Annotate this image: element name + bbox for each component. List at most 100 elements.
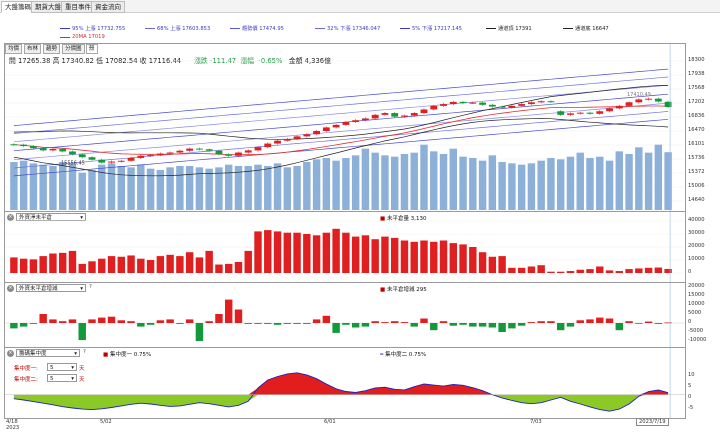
axis-tick-label: 15736 [688,155,705,161]
legend-channel-bottom: 通道底 16647 [575,26,609,32]
regression-band-line [13,118,669,177]
oi-change-bar [215,314,223,323]
oi-change-bar [88,319,96,323]
tab-shell[interactable]: 殼 [86,44,98,54]
axis-tick-label: 0 [688,269,692,275]
tab-key-events[interactable]: 重目事件 [61,1,95,13]
candle-body [49,148,57,151]
cursor-date: 2023/7/19 [636,418,669,426]
open-interest-bar [19,258,28,273]
param1-select[interactable]: 5 ▾ [47,363,77,371]
regression-band-line [13,76,669,134]
open-interest-select[interactable]: 外資淨未平倉 ▾ [16,213,86,221]
open-interest-bar [166,254,174,273]
close-icon[interactable]: × [7,350,14,357]
oi-change-bar [439,321,448,323]
volume-bar [644,152,653,210]
oi-change-bar [49,319,57,323]
volume-bar [351,155,360,210]
volume-bar [547,158,555,210]
volume-bar [98,164,106,210]
oi-change-bar [273,323,282,325]
oi-change-select[interactable]: 外資未平倉增減 ▾ [16,284,86,292]
candle-body [557,111,565,115]
volume-bar [605,160,614,210]
volume-bar [205,168,213,210]
open-interest-bar [312,235,321,273]
open-interest-bar [390,237,399,273]
axis-tick-label: 15000 [688,292,705,298]
volume-bar [78,172,86,210]
open-interest-bar [508,267,516,273]
help-icon[interactable]: ? [83,349,86,355]
oi-change-bar [478,323,487,327]
legend-32-lower: 32% 下漲 17346.047 [327,26,381,32]
concentration2-line [13,372,669,412]
candle-body [303,134,311,137]
tab-bollinger[interactable]: 布林 [24,44,42,54]
tab-trend[interactable]: 趨勢 [43,44,61,54]
volume-bar [586,158,594,210]
candle-body [567,113,574,115]
help-icon[interactable]: ? [89,284,92,290]
oi-change-select-value: 外資未平倉增減 [19,286,58,292]
oi-change-bar [293,323,301,324]
candle-body [459,101,467,103]
open-interest-bar [351,236,360,273]
open-interest-bar [449,243,458,273]
open-interest-bar [596,266,604,273]
axis-tick-label: 17938 [688,71,705,77]
candle-body [488,104,496,107]
candle-body [645,98,653,100]
close-icon[interactable]: × [7,214,14,221]
concentration-select[interactable]: 籌碼集中度 ▾ [16,349,80,357]
open-interest-bar [127,255,135,273]
param2-label: 集中度二: [14,377,38,383]
open-interest-bar [117,256,126,273]
close-icon[interactable]: × [7,285,14,292]
oi-change-chart[interactable] [5,283,685,347]
axis-tick-label: 16836 [688,113,705,119]
legend-5-lower: 5% 下漲 17217.145 [412,26,462,32]
legend-line-channel-bottom [563,28,573,29]
volume-bar [283,167,292,210]
tab-money-flow[interactable]: 資金流向 [91,1,125,13]
tab-price-distribution[interactable]: 分價圖 [62,44,85,54]
candle-body [508,105,516,108]
volume-bar [459,156,467,210]
volume-bar [303,162,311,210]
open-interest-axis: 40000 30000 20000 10000 0 [685,211,720,281]
regression-band-line [13,93,669,152]
oi-change-bar [498,323,506,332]
volume-bar [469,158,477,210]
concentration-panel: × 籌碼集中度 ▾ ? 集中度一: 5 ▾ 天 集中度二: 5 ▾ 天 ■ 集中度一 … [4,347,686,419]
param2-select[interactable]: 5 ▾ [47,374,77,382]
tab-futures-market[interactable]: 期貨大盤 [31,1,65,13]
candle-body [547,101,555,103]
price-chart[interactable]: 17410.49 15556.45 [5,44,685,211]
param2-value: 5 [50,376,54,382]
oi-change-bar [10,323,18,329]
tab-chip-analysis[interactable]: 大盤籌碼 [1,1,35,13]
volume-bar [19,160,28,210]
x-label-3: 7/03 [530,419,542,425]
oi-change-bar [430,323,438,331]
open-interest-bar [137,258,145,273]
channel-top-line [13,85,669,140]
volume-bar [342,158,350,210]
oi-change-bar [449,323,458,326]
chevron-down-icon: ▾ [71,365,74,371]
candle-body [586,112,594,114]
open-interest-bar [215,264,223,273]
concentration-select-value: 籌碼集中度 [19,351,47,357]
volume-bar [635,147,643,210]
open-interest-chart[interactable] [5,212,685,282]
concentration-chart[interactable] [5,348,685,418]
candle-body [615,105,623,109]
volume-bar [596,156,604,210]
concentration1-legend-text: 集中度一 0.75% [109,352,152,358]
axis-tick-label: 20000 [688,243,705,249]
legend-swatch-icon: ■ [380,287,386,293]
tab-average-price[interactable]: 均價 [5,44,23,54]
candle-body [449,101,457,105]
